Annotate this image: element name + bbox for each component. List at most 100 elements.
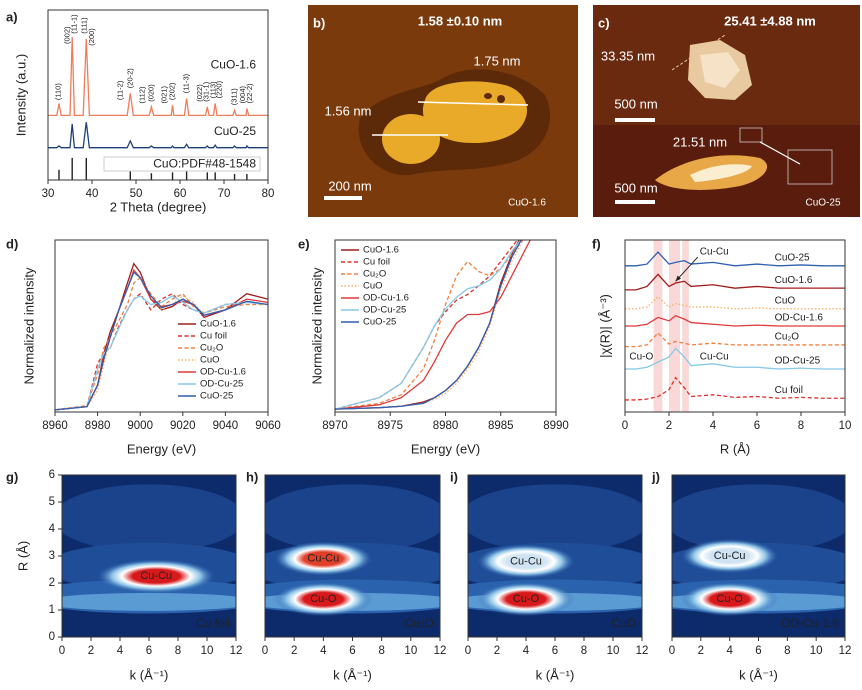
zoom-box (739, 127, 763, 143)
y-tick-label: 4 (49, 523, 56, 535)
contour-band (672, 484, 845, 553)
peak-label: (112) (138, 86, 147, 103)
y-tick-label: 2 (49, 577, 55, 589)
x-tick-label: 8990 (543, 420, 569, 432)
contour-label: Cu-O (310, 593, 337, 605)
peak-label: (110) (54, 83, 63, 100)
legend-label: CuO-1.6 (211, 58, 257, 72)
x-tick-label: 8975 (377, 420, 403, 432)
reference-label: CuO:PDF#48-1548 (153, 157, 256, 171)
peak-label: (004) (238, 85, 247, 103)
y-axis-label: Normalized intensity (21, 267, 36, 385)
afm-flake (382, 114, 440, 164)
x-tick-label: 12 (434, 645, 447, 657)
x-tick-label: 12 (230, 645, 243, 657)
sample-name: Cu₂O (405, 616, 434, 630)
x-tick-label: 10 (607, 645, 620, 657)
x-tick-label: 30 (42, 188, 55, 200)
peak-label: (022) (195, 84, 204, 102)
x-tick-label: 2 (666, 420, 672, 432)
x-tick-label: 10 (404, 645, 417, 657)
x-tick-label: 9000 (127, 420, 153, 432)
x-tick-label: 60 (174, 188, 187, 200)
height-label: 1.56 nm (325, 103, 372, 118)
x-tick-label: 4 (710, 420, 717, 432)
x-tick-label: 8 (175, 645, 181, 657)
legend-label: OD-Cu-1.6 (775, 313, 824, 324)
legend-label: CuO-25 (775, 252, 810, 263)
peak-label: (220) (215, 80, 224, 98)
annotation: Cu-O (629, 352, 653, 363)
scale-label: 500 nm (614, 96, 657, 111)
x-tick-label: 12 (636, 645, 649, 657)
peak-label: (111) (80, 17, 89, 34)
legend-label: Cu foil (363, 257, 390, 268)
peak-label: (020) (146, 84, 155, 102)
contour-peak (681, 582, 779, 617)
x-tick-label: 4 (320, 645, 327, 657)
plot-frame (624, 239, 846, 413)
data-line (625, 331, 845, 348)
peak-label: (11-1) (69, 14, 78, 34)
contour-peak (97, 559, 216, 594)
x-tick-label: 2 (494, 645, 500, 657)
peak-label: (20-2) (125, 68, 134, 89)
y-tick-label: 6 (49, 469, 55, 481)
x-tick-label: 9020 (170, 420, 196, 432)
x-tick-label: 10 (201, 645, 214, 657)
x-axis-label: k (Å⁻¹) (536, 667, 575, 682)
legend-label: CuO (200, 355, 220, 366)
sample-name: OD-Cu-1.6 (781, 616, 839, 630)
plot-frame (54, 239, 269, 413)
contour-peak (477, 544, 575, 579)
contour-band (62, 484, 236, 553)
data-line (55, 292, 268, 411)
legend-label: OD-Cu-25 (200, 379, 243, 390)
contour-band (62, 592, 236, 611)
afm-flake (700, 52, 740, 88)
data-line (625, 314, 845, 327)
scale-bar (615, 200, 655, 204)
contour-label: Cu-O (717, 593, 744, 605)
x-tick-label: 70 (218, 188, 231, 200)
scale-bar (615, 118, 655, 122)
legend-label: CuO-1.6 (363, 245, 399, 256)
data-line (335, 240, 524, 410)
highlight-band (653, 240, 663, 412)
contour-band (468, 484, 642, 553)
legend-label: CuO-1.6 (200, 319, 236, 330)
panel-label: f) (592, 236, 601, 251)
sample-name: CuO-25 (805, 198, 840, 209)
legend-label: CuO-1.6 (775, 275, 813, 286)
contour-peak (274, 582, 373, 617)
legend-label: OD-Cu-1.6 (200, 367, 246, 378)
data-line (48, 37, 268, 117)
afm-flake (690, 164, 752, 182)
x-tick-label: 4 (117, 645, 124, 657)
x-axis-label: 2 Theta (degree) (110, 199, 207, 214)
y-axis-label: R (Å) (15, 541, 30, 571)
x-tick-label: 0 (669, 645, 675, 657)
afm-flake (422, 81, 528, 144)
height-stat: 25.41 ±4.88 nm (724, 13, 816, 28)
contour-label: Cu-Cu (307, 553, 339, 565)
legend-label: Cu foil (200, 331, 227, 342)
x-tick-label: 40 (86, 188, 99, 200)
x-tick-label: 8960 (42, 420, 68, 432)
x-axis-label: k (Å⁻¹) (130, 667, 169, 682)
peak-label: (202) (168, 82, 177, 100)
legend-label: Cu₂O (363, 269, 386, 280)
x-tick-label: 2 (291, 645, 297, 657)
legend-label: Cu₂O (200, 343, 223, 354)
contour-peak (477, 582, 575, 617)
y-axis-label: Normalized intensity (309, 267, 324, 385)
contour-band (265, 484, 440, 553)
afm-hole (484, 93, 492, 99)
x-tick-label: 2 (88, 645, 94, 657)
legend-label: OD-Cu-1.6 (363, 293, 409, 304)
peak-label: (31-1) (201, 81, 210, 102)
profile-line (671, 34, 726, 71)
plot-frame (47, 9, 269, 181)
afm-image-c: c) 25.41 ±4.88 nm 33.35 nm 21.51 nm 500 … (593, 5, 860, 217)
data-line (335, 240, 522, 410)
